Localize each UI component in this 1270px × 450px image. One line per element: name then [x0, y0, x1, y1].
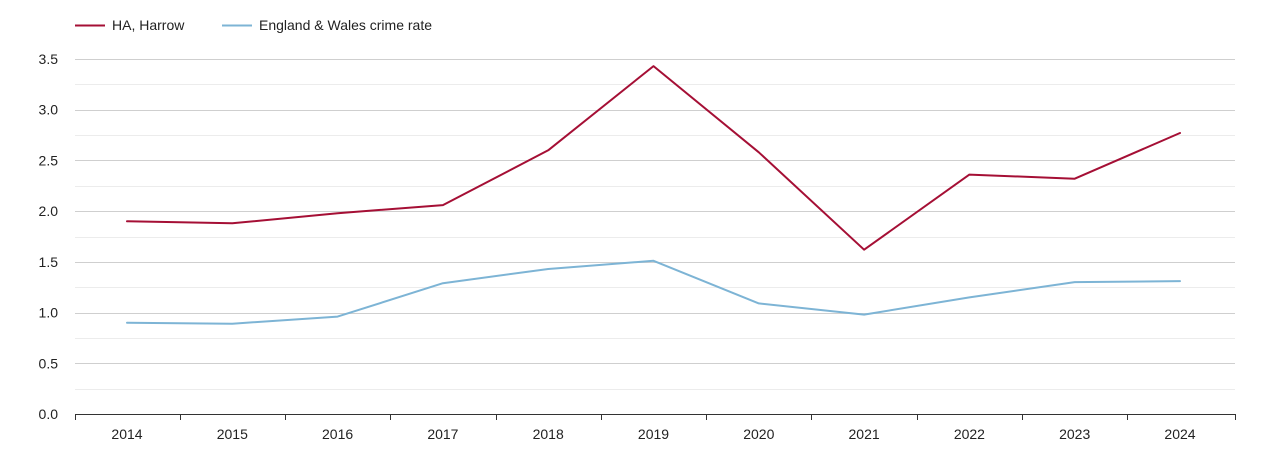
series-line-0 [126, 65, 1181, 251]
legend: HA, Harrow England & Wales crime rate [75, 17, 432, 33]
x-tick-label: 2021 [849, 426, 880, 442]
x-tick-label: 2014 [111, 426, 142, 442]
legend-label-1: England & Wales crime rate [259, 17, 432, 33]
y-tick-label: 0.0 [39, 406, 59, 422]
x-tick-label: 2016 [322, 426, 353, 442]
y-tick-label: 2.0 [39, 203, 59, 219]
y-tick-label: 3.5 [39, 51, 59, 67]
x-tick-label: 2023 [1059, 426, 1090, 442]
grid-lines [75, 59, 1235, 390]
y-tick-label: 1.0 [39, 305, 59, 321]
x-axis: 2014 2015 2016 2017 2018 2019 2020 2021 2022 2023… [75, 414, 1236, 442]
y-tick-label: 1.5 [39, 254, 59, 270]
x-tick-label: 2020 [743, 426, 774, 442]
y-tick-label: 0.5 [39, 355, 59, 371]
x-tick-label: 2019 [638, 426, 669, 442]
x-tick-label: 2022 [954, 426, 985, 442]
x-tick-label: 2017 [427, 426, 458, 442]
x-tick-label: 2018 [533, 426, 564, 442]
y-axis: 0.0 0.5 1.0 1.5 2.0 2.5 3.0 3.5 [39, 51, 59, 422]
legend-label-0: HA, Harrow [112, 17, 185, 33]
series-line-1 [126, 259, 1181, 325]
x-tick-label: 2015 [217, 426, 248, 442]
x-tick-label: 2024 [1164, 426, 1195, 442]
y-tick-label: 3.0 [39, 102, 59, 118]
y-tick-label: 2.5 [39, 152, 59, 168]
series-lines [126, 65, 1181, 325]
